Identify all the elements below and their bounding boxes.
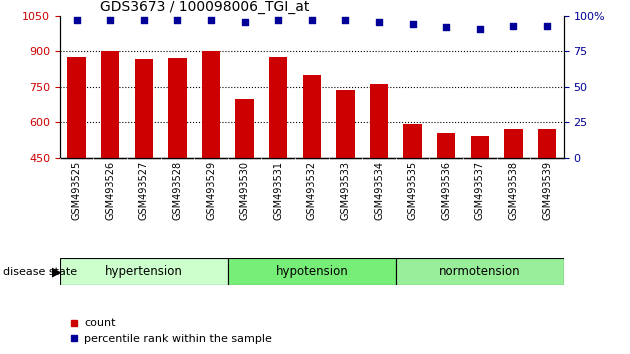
- Text: GSM493534: GSM493534: [374, 161, 384, 219]
- Text: disease state: disease state: [3, 267, 77, 277]
- Text: normotension: normotension: [439, 265, 520, 278]
- Text: GSM493529: GSM493529: [206, 161, 216, 220]
- Text: GSM493532: GSM493532: [307, 161, 317, 220]
- Point: [340, 17, 350, 23]
- Point: [105, 17, 115, 23]
- Bar: [236, 98, 254, 158]
- Bar: [135, 59, 153, 158]
- Bar: [396, 258, 564, 285]
- Point: [441, 24, 451, 30]
- Bar: [168, 58, 186, 158]
- Point: [542, 23, 552, 29]
- Point: [307, 17, 317, 23]
- Text: GSM493531: GSM493531: [273, 161, 284, 219]
- Legend: count, percentile rank within the sample: count, percentile rank within the sample: [66, 314, 277, 348]
- Text: GSM493539: GSM493539: [542, 161, 552, 219]
- Text: GSM493525: GSM493525: [72, 161, 82, 220]
- Bar: [269, 57, 287, 158]
- Point: [475, 26, 485, 32]
- Text: hypotension: hypotension: [275, 265, 348, 278]
- Bar: [471, 136, 489, 158]
- Bar: [67, 57, 86, 158]
- Point: [206, 17, 216, 23]
- Bar: [60, 258, 228, 285]
- Bar: [202, 51, 220, 158]
- Bar: [437, 133, 455, 158]
- Text: ▶: ▶: [52, 265, 61, 278]
- Text: GSM493538: GSM493538: [508, 161, 518, 219]
- Bar: [504, 129, 523, 158]
- Text: GSM493530: GSM493530: [239, 161, 249, 219]
- Bar: [538, 129, 556, 158]
- Bar: [403, 124, 422, 158]
- Bar: [101, 51, 120, 158]
- Point: [273, 17, 284, 23]
- Bar: [336, 90, 355, 158]
- Point: [508, 23, 518, 29]
- Text: GSM493528: GSM493528: [173, 161, 183, 220]
- Text: GSM493535: GSM493535: [408, 161, 418, 220]
- Point: [408, 22, 418, 27]
- Point: [72, 17, 82, 23]
- Bar: [302, 75, 321, 158]
- Bar: [370, 84, 388, 158]
- Text: GSM493526: GSM493526: [105, 161, 115, 220]
- Text: GSM493536: GSM493536: [441, 161, 451, 219]
- Text: GSM493533: GSM493533: [340, 161, 350, 219]
- Bar: [228, 258, 396, 285]
- Point: [239, 19, 249, 24]
- Point: [139, 17, 149, 23]
- Text: GSM493527: GSM493527: [139, 161, 149, 220]
- Text: hypertension: hypertension: [105, 265, 183, 278]
- Point: [173, 17, 183, 23]
- Text: GDS3673 / 100098006_TGI_at: GDS3673 / 100098006_TGI_at: [100, 0, 309, 13]
- Text: GSM493537: GSM493537: [475, 161, 485, 220]
- Point: [374, 19, 384, 24]
